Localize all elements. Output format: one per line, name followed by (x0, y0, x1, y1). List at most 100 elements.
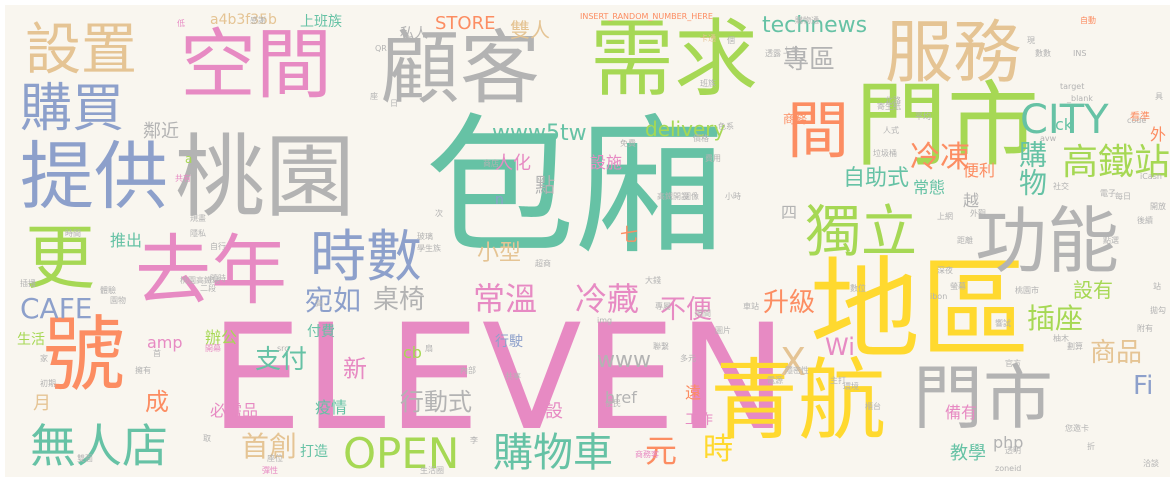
word: 雙面 (77, 454, 93, 463)
word: 感謝 (250, 16, 266, 25)
word: 元 (645, 432, 678, 470)
word: 專屬 (655, 302, 671, 311)
word: 上班族 (300, 14, 342, 30)
word: 平均 (915, 112, 931, 121)
word: 成 (145, 388, 169, 416)
word: 七 (620, 225, 638, 246)
word: a (185, 152, 193, 166)
word: href (605, 388, 637, 407)
word: 常溫 (473, 280, 538, 318)
word: 彈性 (262, 466, 278, 475)
word: 去年 (135, 226, 287, 315)
word: 雙人 (510, 18, 550, 42)
word: 新 (343, 355, 367, 383)
word: 環境 (843, 382, 859, 391)
word: 點 (535, 173, 555, 197)
word: 上網 (937, 212, 953, 221)
word: 規畫 (190, 214, 206, 223)
word: 色系 (718, 122, 734, 131)
word: 首創 (241, 430, 298, 463)
word: 工作 (685, 412, 713, 428)
word: 高鐵開設 (657, 192, 689, 201)
word: 距離 (957, 236, 973, 245)
word: avw (1040, 134, 1057, 143)
word: 行駛 (495, 334, 523, 350)
word: 插播 (20, 279, 36, 288)
word: 便民 (605, 399, 621, 408)
word: ELEVEN (210, 293, 790, 463)
word: 設 (545, 401, 563, 422)
word: 支付 (255, 345, 308, 375)
word: 外觀 (970, 209, 986, 218)
word: STORE (435, 13, 496, 34)
word: 卡通 (700, 34, 716, 43)
word: QR (375, 44, 387, 53)
word: 超商 (535, 259, 551, 268)
word: 寄生紙 (877, 102, 901, 111)
word: 首 (153, 349, 161, 358)
word: ck (1055, 115, 1074, 134)
word: 折 (1087, 442, 1095, 451)
word: 初期 (40, 379, 56, 388)
word: 外 (1150, 125, 1167, 144)
word: 家 (40, 354, 48, 363)
word: technews (762, 13, 868, 38)
word: 升級 (763, 288, 816, 318)
word: 體驗 (100, 286, 116, 295)
word: 專區 (783, 45, 836, 75)
word: CITY (1020, 97, 1109, 143)
word: 玻璃 (417, 232, 433, 241)
word: 小時 (725, 192, 741, 201)
word: zoneid (995, 464, 1022, 473)
word: OPEN (343, 429, 460, 477)
word: 小型 (477, 241, 522, 266)
word: 常態 (913, 178, 946, 197)
word: INS (1073, 49, 1087, 58)
word: 高 (315, 299, 323, 308)
word: 透明 (1005, 446, 1021, 455)
word: amp (147, 333, 183, 352)
word: 點選 (1103, 236, 1119, 245)
word: 扇 (425, 344, 433, 353)
word: 費用 (705, 154, 721, 163)
word: delivery (645, 117, 726, 141)
word: 備有 (945, 403, 978, 422)
word: 桃園高鐵站 (180, 276, 220, 285)
word: 四 (781, 203, 798, 222)
word: 大錢 (645, 276, 661, 285)
word: 門市 (855, 72, 1040, 179)
word: 商品 (1090, 338, 1143, 368)
word: 商務客 (635, 450, 659, 459)
word: _blank (1067, 94, 1093, 103)
word: 鄰近 (143, 121, 179, 142)
word: cb (403, 343, 422, 362)
word: 現 (1027, 36, 1035, 45)
word: 上午 (783, 46, 799, 55)
word: 付費 (307, 324, 335, 340)
word: 購物通 (795, 16, 819, 25)
word: 座 (370, 92, 378, 101)
word: 學生族 (417, 244, 441, 253)
word: 冷藏 (575, 280, 640, 318)
word: 桃園 (175, 125, 355, 230)
word: 獨立 (805, 200, 917, 265)
word: 號 (43, 308, 126, 403)
word: 洽談 (1143, 459, 1159, 468)
word: 社交 (1053, 182, 1069, 191)
word: 隱密性 (785, 366, 809, 375)
word: 班族 (700, 79, 716, 88)
word: 時數 (310, 225, 422, 290)
word: 插座 (1027, 302, 1084, 335)
word: 自行 (210, 242, 226, 251)
word: 透露 (765, 49, 781, 58)
word: 圖片 (715, 326, 731, 335)
word: n (495, 192, 504, 208)
word: 您邀卡 (1065, 424, 1089, 433)
word: 需求 (590, 10, 759, 108)
word: 月 (33, 393, 51, 414)
word: 私人 (400, 26, 428, 42)
word: 冷凍 (910, 140, 970, 175)
word: 價格 (693, 134, 709, 143)
word: 隨時 (210, 274, 226, 283)
word: 提供 (20, 134, 168, 220)
